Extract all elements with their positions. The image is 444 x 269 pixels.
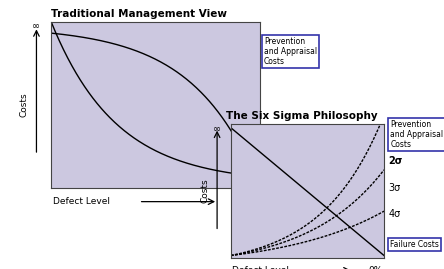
Text: 4σ: 4σ (388, 209, 401, 219)
Text: 3σ: 3σ (388, 183, 401, 193)
Text: ∞: ∞ (32, 22, 40, 31)
Text: Defect Level: Defect Level (53, 197, 110, 206)
Text: Traditional Management View: Traditional Management View (51, 9, 227, 19)
Text: The Six Sigma Philosophy: The Six Sigma Philosophy (226, 111, 378, 121)
Text: ∞: ∞ (213, 124, 221, 134)
Text: 0%: 0% (368, 266, 383, 269)
Text: Failure Costs: Failure Costs (264, 137, 313, 146)
Text: Costs: Costs (200, 179, 209, 203)
Text: Failure Costs: Failure Costs (390, 240, 439, 249)
Text: 2σ: 2σ (388, 156, 403, 167)
Text: Defect Level: Defect Level (232, 266, 289, 269)
Text: Prevention
and Appraisal
Costs: Prevention and Appraisal Costs (264, 37, 317, 66)
Text: Prevention
and Appraisal
Costs: Prevention and Appraisal Costs (390, 120, 443, 149)
Text: Costs: Costs (20, 93, 28, 117)
Text: 0%: 0% (243, 197, 258, 206)
